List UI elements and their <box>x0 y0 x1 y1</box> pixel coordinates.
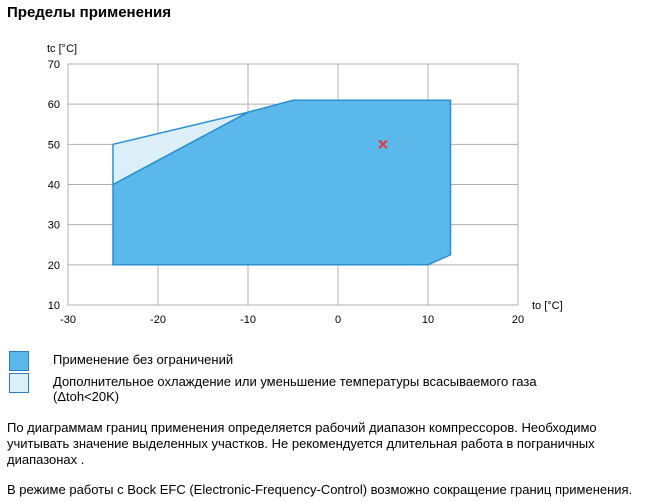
x-tick-label: 20 <box>512 314 524 326</box>
legend-swatch-additional-cooling <box>9 373 29 393</box>
operating-point-marker <box>378 139 388 150</box>
marker-stroke <box>378 139 388 150</box>
legend-label-additional-cooling-line2: (Δtoh<20K) <box>53 389 120 404</box>
area-unrestricted <box>112 99 452 266</box>
y-tick-label: 70 <box>48 59 60 71</box>
legend-label-unrestricted: Применение без ограничений <box>53 352 234 367</box>
legend-label-additional-cooling-line1: Дополнительное охлаждение или уменьшение… <box>53 374 537 389</box>
note-paragraph-line3: диапазонах . <box>7 452 85 467</box>
x-tick-label: -30 <box>60 314 76 326</box>
note-paragraph-line2: учитывать значение выделенных участков. … <box>7 436 595 451</box>
y-tick-label: 50 <box>48 139 60 151</box>
x-tick-label: 10 <box>422 314 434 326</box>
y-tick-label: 60 <box>48 99 60 111</box>
y-tick-label: 10 <box>48 300 60 312</box>
note-paragraph-line1: По диаграммам границ применения определя… <box>7 420 597 435</box>
chart-ticks: -30 -20 -10 0 10 20 10 20 30 40 50 60 70 <box>48 59 524 326</box>
chart-series <box>112 99 452 266</box>
page-title: Пределы применения <box>7 4 171 21</box>
y-tick-label: 20 <box>48 260 60 272</box>
chart-markers <box>378 139 388 150</box>
x-tick-label: 0 <box>335 314 341 326</box>
application-limits-chart: -30 -20 -10 0 10 20 10 20 30 40 50 60 70 tc [°C] to … <box>47 43 563 326</box>
y-tick-label: 40 <box>48 180 60 192</box>
y-tick-label: 30 <box>48 220 60 232</box>
x-axis-label: to [°C] <box>532 300 563 312</box>
x-tick-label: -10 <box>240 314 256 326</box>
x-tick-label: -20 <box>150 314 166 326</box>
note-efc: В режиме работы с Bock EFC (Electronic-F… <box>7 482 633 497</box>
legend-swatch-unrestricted <box>9 351 29 371</box>
area-additional-cooling <box>112 111 249 186</box>
y-axis-label: tc [°C] <box>47 43 77 55</box>
